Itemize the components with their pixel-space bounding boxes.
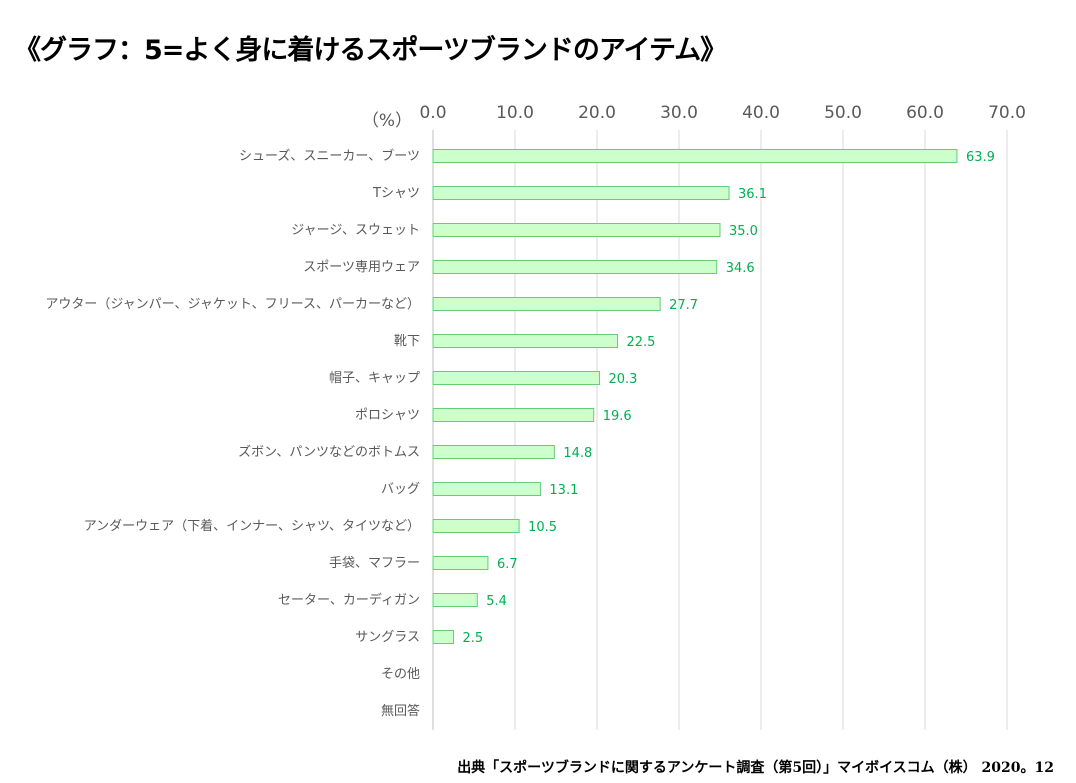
data-label: 19.6 xyxy=(603,409,632,424)
category-label: ポロシャツ xyxy=(355,408,420,423)
data-label: 36.1 xyxy=(738,187,767,202)
x-tick-label: 10.0 xyxy=(496,103,534,123)
category-label: バッグ xyxy=(381,482,420,497)
data-label: 13.1 xyxy=(549,483,578,498)
category-label: アウター（ジャンパー、ジャケット、フリース、パーカーなど） xyxy=(45,297,420,312)
category-label: 帽子、キャップ xyxy=(329,370,420,386)
data-label: 22.5 xyxy=(627,335,656,350)
bar xyxy=(432,408,595,422)
chart-title: 《グラフ：5=よく身に着けるスポーツブランドのアイテム》 xyxy=(14,35,727,66)
data-label: 34.6 xyxy=(726,261,755,276)
bar xyxy=(432,593,478,607)
unit-label: （%） xyxy=(362,111,412,131)
bar xyxy=(432,260,718,274)
source-note: 出典「スポーツブランドに関するアンケート調査（第5回）」マイボイスコム（株） 2… xyxy=(457,760,1054,776)
category-label: その他 xyxy=(381,667,420,682)
x-tick-label: 40.0 xyxy=(742,103,780,123)
category-label: サングラス xyxy=(355,630,420,645)
category-label: シューズ、スニーカー、ブーツ xyxy=(239,148,420,164)
data-label: 63.9 xyxy=(966,150,995,165)
bar xyxy=(432,482,541,496)
bar xyxy=(432,371,600,385)
category-label: ジャージ、スウェット xyxy=(291,223,420,238)
category-label: 手袋、マフラー xyxy=(329,556,420,571)
bar xyxy=(432,297,661,311)
category-label: 靴下 xyxy=(394,334,420,349)
bar xyxy=(432,149,958,163)
category-label: セーター、カーディガン xyxy=(278,592,420,608)
data-label: 20.3 xyxy=(608,372,637,387)
x-tick-label: 70.0 xyxy=(988,103,1026,123)
bar xyxy=(432,186,730,200)
data-label: 2.5 xyxy=(463,631,484,646)
category-label: スポーツ専用ウェア xyxy=(303,260,420,275)
x-tick-label: 50.0 xyxy=(824,103,862,123)
bar xyxy=(432,556,489,570)
data-label: 10.5 xyxy=(528,520,557,535)
x-tick-label: 30.0 xyxy=(660,103,698,123)
bar xyxy=(432,519,520,533)
bar xyxy=(432,223,721,237)
data-label: 5.4 xyxy=(486,594,507,609)
category-label: Tシャツ xyxy=(372,186,420,201)
bar xyxy=(432,445,555,459)
category-label: アンダーウェア（下着、インナー、シャツ、タイツなど） xyxy=(84,518,420,534)
data-label: 27.7 xyxy=(669,298,698,313)
data-label: 14.8 xyxy=(563,446,592,461)
data-label: 6.7 xyxy=(497,557,518,572)
x-tick-label: 0.0 xyxy=(419,103,446,123)
x-tick-label: 60.0 xyxy=(906,103,944,123)
x-tick-label: 20.0 xyxy=(578,103,616,123)
bar xyxy=(432,334,618,348)
category-label: ズボン、パンツなどのボトムス xyxy=(238,444,420,460)
bar xyxy=(432,630,454,644)
data-label: 35.0 xyxy=(729,224,758,239)
category-label: 無回答 xyxy=(381,703,420,719)
